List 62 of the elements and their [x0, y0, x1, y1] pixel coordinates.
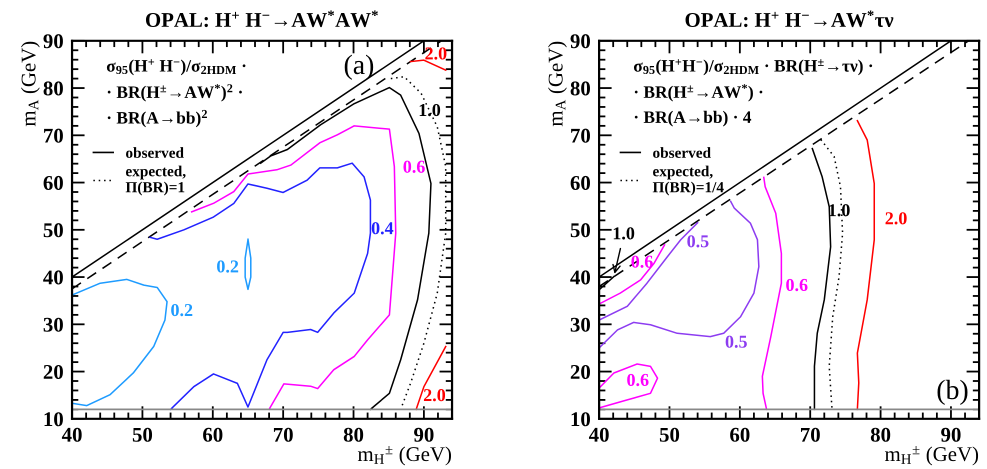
- annotation: 2.0: [886, 212, 907, 224]
- x-tick-label: 50: [660, 428, 680, 442]
- annotation: 0.2: [217, 260, 238, 273]
- y-tick-label: 40: [570, 270, 590, 284]
- annotation: 0.5: [687, 235, 709, 248]
- y-axis-title: m$_{A}$ (GeV): [548, 42, 567, 126]
- annotation: · BR(H$^{±}$→AW$^{*}$)$^{2}$ ·: [108, 84, 242, 102]
- annotation: 0.5: [726, 336, 747, 348]
- annotation: 0.2: [171, 304, 192, 316]
- y-axis-title: m$_{A}$ (GeV): [20, 42, 40, 126]
- text: σ$_{95}$(H$^{+}$ H$^{−}$)/σ$_{2HDM}$ ·: [106, 59, 246, 76]
- y-tick-label: 50: [44, 223, 63, 238]
- annotation: (a): [344, 54, 374, 80]
- y-tick-label: 50: [570, 223, 590, 238]
- x-tick-label: 70: [800, 428, 820, 442]
- y-tick-label: 80: [570, 81, 590, 96]
- annotation: · BR(A→bb)$^{2}$: [108, 110, 207, 128]
- legend-label: expected, Π(BR)=1: [126, 166, 186, 196]
- annotation: (b): [938, 380, 968, 405]
- legend-label: observed: [126, 147, 184, 158]
- y-tick-label: 60: [44, 176, 63, 190]
- y-tick-label: 90: [43, 34, 63, 48]
- x-tick-label: 50: [132, 428, 152, 442]
- x-axis-title: m$_{H}$$^{±}$ (GeV): [884, 446, 978, 466]
- annotation: 0.6: [786, 278, 808, 292]
- y-tick-label: 40: [43, 270, 63, 284]
- annotation: · BR(H$^{±}$→AW$^{*}$) ·: [634, 84, 762, 102]
- annotation: 2.0: [425, 47, 446, 60]
- x-tick-label: 60: [730, 428, 750, 442]
- y-tick-label: 20: [44, 364, 63, 379]
- y-tick-label: 80: [44, 81, 63, 96]
- annotation: 0.6: [631, 256, 653, 268]
- x-tick-label: 70: [274, 428, 293, 442]
- y-tick-label: 70: [44, 128, 63, 143]
- annotation: 0.6: [403, 160, 425, 173]
- chart-title: OPAL: H$^{+}$ H$^{−}$→AW$^{*}$τν: [686, 10, 894, 28]
- text: σ$_{95}$(H$^{+}$H$^{−}$)/σ$_{2HDM}$ · BR(H$^{±}$→τν) ·: [634, 59, 872, 76]
- x-tick-label: 40: [588, 428, 609, 442]
- x-tick-label: 80: [870, 428, 890, 442]
- y-tick-label: 10: [44, 412, 63, 426]
- y-tick-label: 70: [571, 128, 590, 143]
- x-tick-label: 60: [203, 428, 222, 442]
- legend-label: expected, Π(BR)=1/4: [652, 166, 724, 196]
- y-tick-label: 30: [570, 318, 590, 332]
- x-axis-title: m$_{H}$$^{±}$ (GeV): [358, 446, 451, 466]
- annotation: 1.0: [614, 227, 634, 240]
- y-tick-label: 10: [572, 412, 590, 426]
- annotation: 1.0: [420, 104, 440, 116]
- y-tick-label: 20: [570, 364, 590, 379]
- y-tick-label: 30: [44, 318, 63, 332]
- annotation: 0.4: [372, 222, 394, 234]
- annotation: · BR(A→bb) · 4: [634, 110, 752, 127]
- x-tick-label: 90: [941, 428, 961, 442]
- y-tick-label: 60: [570, 176, 590, 190]
- x-tick-label: 80: [344, 428, 364, 442]
- annotation: 0.6: [627, 374, 649, 386]
- legend-label: observed: [653, 147, 711, 158]
- y-tick-label: 90: [570, 34, 590, 48]
- chart-title: OPAL: H$^{+}$ H$^{−}$→AW$^{*}$AW$^{*}$: [146, 10, 378, 28]
- annotation: 2.0: [424, 389, 446, 402]
- x-tick-label: 40: [62, 428, 82, 442]
- x-tick-label: 90: [414, 428, 434, 442]
